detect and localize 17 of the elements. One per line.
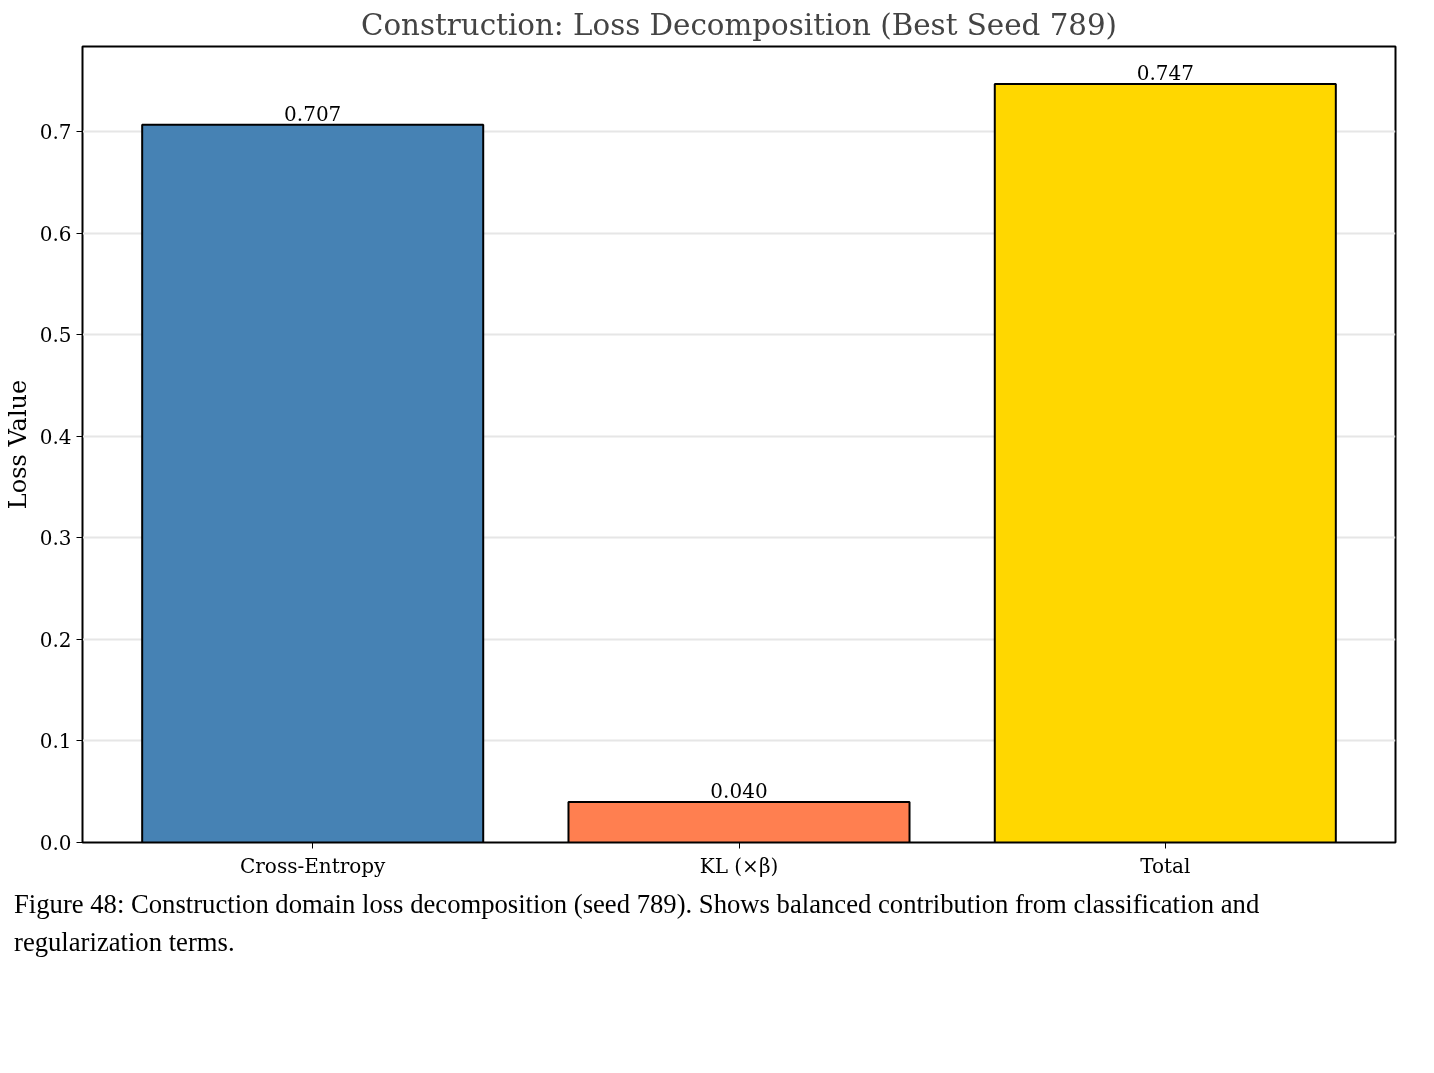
caption: Figure 48: Construction domain loss decomposition (seed 789). Shows balanced contribution from classification and regularization terms. (14, 888, 1261, 960)
data-label: 0.707 (284, 101, 342, 126)
y-axis-title: Loss Value (3, 379, 32, 510)
y-tick-label: 0.1 (39, 729, 72, 754)
y-tick-label: 0.6 (39, 221, 72, 246)
x-tick-label: KL (×β) (699, 853, 779, 878)
y-tick-label: 0.2 (39, 627, 72, 652)
x-tick-label: Total (1140, 853, 1191, 878)
x-tick-label: Cross-Entropy (240, 853, 387, 878)
y-tick-label: 0.7 (39, 120, 72, 145)
y-tick-label: 0.3 (39, 526, 72, 551)
chart-title: Construction: Loss Decomposition (Best Seed 789) (360, 7, 1118, 42)
data-label: 0.747 (1136, 61, 1194, 86)
y-tick-label: 0.5 (39, 323, 72, 348)
y-tick-label: 0.4 (39, 424, 72, 449)
y-tick-label: 0.0 (39, 831, 72, 855)
data-label: 0.040 (710, 778, 768, 803)
